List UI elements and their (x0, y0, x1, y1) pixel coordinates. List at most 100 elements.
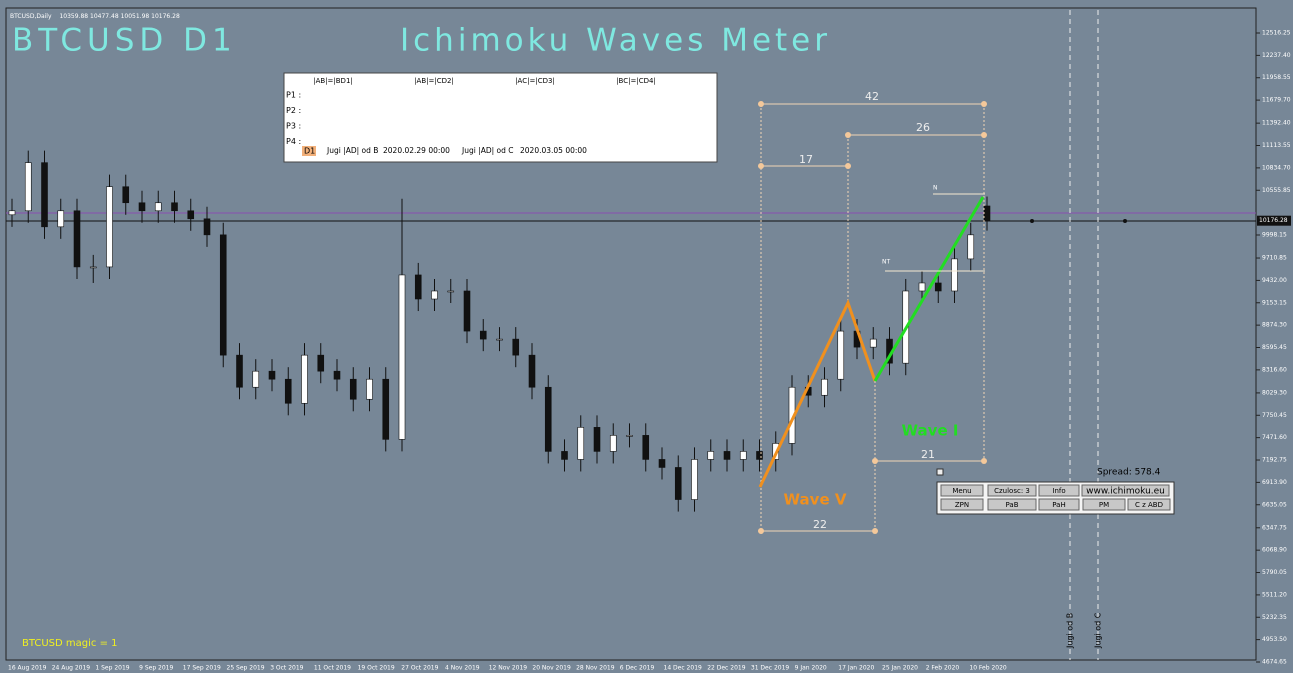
candle-body (869, 338, 877, 348)
x-tick-label: 19 Oct 2019 (358, 665, 395, 672)
x-tick-label: 27 Oct 2019 (401, 665, 438, 672)
x-tick-label: 3 Oct 2019 (270, 665, 303, 672)
x-tick-label: 17 Jan 2020 (838, 665, 874, 672)
info-panel (283, 72, 718, 163)
x-tick-label: 11 Oct 2019 (314, 665, 351, 672)
candle-body (723, 451, 731, 460)
candle-body (821, 378, 828, 396)
candle-body (219, 234, 227, 356)
candle-body (528, 354, 536, 388)
candle-body (642, 435, 650, 460)
button-face (940, 498, 984, 511)
candle-body (8, 210, 16, 216)
x-tick-label: 16 Aug 2019 (8, 665, 47, 672)
button-face (987, 484, 1037, 497)
y-tick-label: 10555.85 (1262, 187, 1291, 194)
y-tick-label: 5790.05 (1262, 569, 1287, 576)
button-label: Czulosc: 3 (994, 487, 1030, 495)
candle-body (561, 451, 568, 460)
y-tick-label: 8029.30 (1262, 389, 1287, 396)
candle-body (398, 274, 406, 440)
candle-body (512, 338, 520, 356)
y-tick-label: 7192.75 (1262, 457, 1287, 464)
y-tick-label: 12237.40 (1262, 52, 1291, 59)
candle-body (122, 186, 130, 204)
candle-body (593, 427, 601, 452)
symbol: BTCUSD,Daily (10, 13, 52, 20)
level-label: N (933, 185, 938, 192)
panel-row: P3 : (286, 122, 301, 131)
button[interactable]: ZPN (940, 498, 984, 511)
wave-label: Wave I (902, 422, 959, 440)
date-axis: 16 Aug 2019 24 Aug 2019 1 Sep 2019 9 Sep 20… (8, 665, 1007, 672)
close: 10176.28 (151, 13, 180, 20)
candle-body (739, 451, 747, 460)
y-tick-label: 9432.00 (1262, 277, 1287, 284)
high: 10477.48 (90, 13, 119, 20)
button[interactable]: Czulosc: 3 (987, 484, 1037, 497)
button[interactable]: Info (1038, 484, 1080, 497)
candle-body (236, 354, 243, 388)
button-face (987, 498, 1037, 511)
candle-body (674, 467, 682, 500)
candle-body (138, 202, 146, 212)
measure-label: 42 (865, 90, 879, 103)
button-label: ZPN (955, 501, 969, 509)
panel-header: |BC|=|CD4| (616, 77, 656, 85)
candle-body (983, 205, 991, 221)
button[interactable]: www.ichimoku.eu (1081, 484, 1170, 497)
candle-body (837, 330, 845, 380)
spread: Spread: 578.4 (1097, 468, 1161, 478)
x-tick-label: 28 Nov 2019 (576, 665, 615, 672)
button[interactable]: PaB (987, 498, 1037, 511)
vline-label: Jugi od C (1094, 612, 1103, 649)
candle-body (934, 282, 942, 292)
button[interactable]: Menu (940, 484, 984, 497)
x-tick-label: 10 Feb 2020 (969, 665, 1007, 672)
measure-label: 22 (813, 518, 827, 531)
measure-label: 26 (916, 121, 930, 134)
candle-body (431, 290, 438, 300)
y-tick-label: 11679.70 (1262, 97, 1291, 104)
button-label: Menu (952, 487, 971, 495)
candle-body (57, 210, 65, 228)
candle-body (268, 370, 276, 380)
title: BTCUSD D1 (12, 23, 237, 59)
button[interactable]: C z ABD (1127, 498, 1171, 511)
vlines (1069, 10, 1099, 660)
button-label: C z ABD (1135, 501, 1163, 509)
y-tick-label: 5232.35 (1262, 614, 1287, 621)
candle-body (366, 378, 373, 400)
x-tick-label: 22 Dec 2019 (707, 665, 746, 672)
candle-body (284, 378, 292, 404)
candle-body (41, 162, 48, 228)
candle-body (301, 354, 308, 404)
button-face (1038, 484, 1080, 497)
measure-label: 17 (799, 153, 813, 166)
candle-body (89, 266, 97, 269)
button-face (1081, 484, 1170, 497)
panel-row: P4 : (286, 137, 301, 146)
button[interactable]: PM (1082, 498, 1126, 511)
candles (8, 150, 991, 512)
candle-body (707, 451, 715, 460)
tf-badge (302, 146, 316, 156)
wave-i (873, 196, 985, 382)
candle-body (544, 386, 552, 452)
x-tick-label: 9 Jan 2020 (795, 665, 827, 672)
info-panel-content: |AB|=|BD1| |AB|=|CD2| |AC|=|CD3| |BC|=|CD4|… (286, 77, 656, 156)
y-tick-label: 8595.45 (1262, 344, 1287, 351)
button-face (1038, 498, 1080, 511)
y-tick-label: 11392.40 (1262, 120, 1291, 127)
candle-body (414, 274, 422, 300)
y-tick-label: 5511.20 (1262, 591, 1287, 598)
candle-body (951, 258, 958, 292)
y-tick-label: 6347.75 (1262, 524, 1287, 531)
y-tick-label: 8316.60 (1262, 366, 1287, 373)
button[interactable]: PaH (1038, 498, 1080, 511)
y-tick-label: 7750.45 (1262, 412, 1287, 419)
wave-v (758, 299, 877, 488)
y-tick-label: 11113.55 (1262, 142, 1291, 149)
candle-body (106, 186, 113, 268)
x-tick-label: 20 Nov 2019 (532, 665, 571, 672)
